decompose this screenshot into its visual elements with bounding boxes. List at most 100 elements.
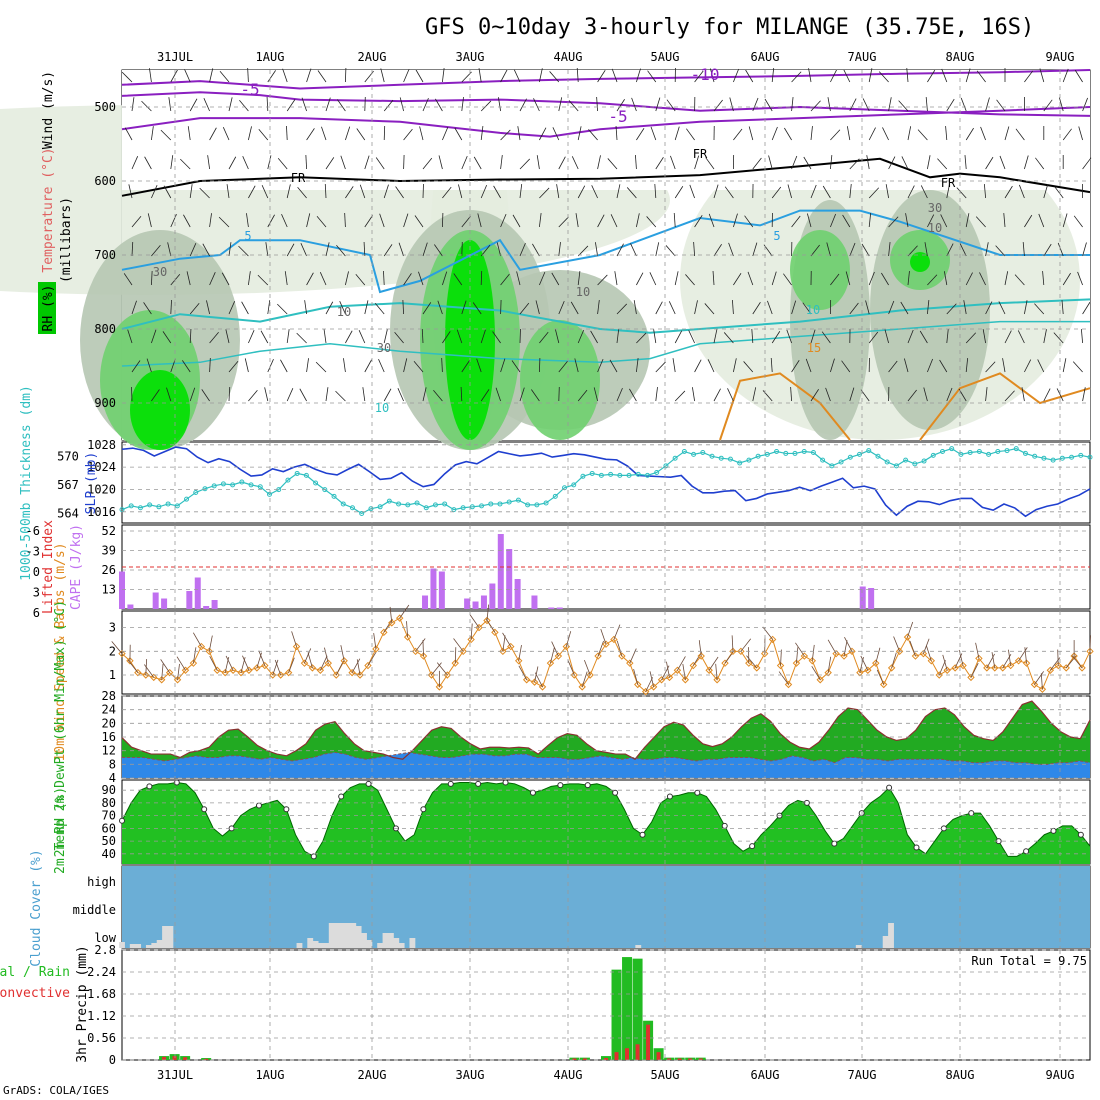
wind-barb	[985, 242, 989, 257]
wind-barb	[502, 632, 512, 647]
wind-speed-point	[348, 668, 356, 677]
wind-barb	[743, 361, 754, 373]
wind-barb	[442, 126, 449, 141]
thickness-point	[267, 491, 273, 497]
wind-barb	[646, 216, 657, 228]
wind-barb	[597, 214, 605, 228]
wind-barb	[485, 618, 496, 633]
wind-barb	[1082, 387, 1086, 402]
wind-speed-point	[911, 652, 920, 660]
wind-speed-point	[1030, 680, 1039, 689]
rh-point	[201, 806, 208, 813]
wind-barb	[771, 271, 777, 286]
wind-barb	[422, 157, 433, 170]
wind-barb	[434, 244, 443, 257]
wind-barb	[1037, 359, 1045, 373]
wind-barb	[655, 157, 664, 170]
wind-barb	[307, 652, 313, 669]
wind-barb	[272, 659, 279, 676]
cloud-background	[122, 866, 1090, 948]
wind-speed-point	[697, 652, 705, 660]
wind-barb	[610, 214, 618, 228]
thickness-point	[405, 502, 411, 508]
wind-barb	[597, 640, 604, 657]
top-day-tick-label: 4AUG	[554, 50, 583, 64]
wind-barb	[209, 127, 217, 141]
wind-speed-point	[411, 647, 420, 656]
low-cloud-bar	[398, 943, 405, 948]
wind-barb	[995, 245, 1006, 257]
wind-barb	[1021, 387, 1025, 402]
grid-lines	[122, 70, 1090, 1061]
wind-barb	[477, 213, 482, 228]
wind-barb	[1008, 649, 1012, 666]
wind-speed-point	[618, 652, 626, 660]
wind-barb	[645, 677, 654, 692]
wind-barb	[500, 358, 506, 373]
wind-speed-point	[999, 664, 1007, 672]
wind-barb	[771, 126, 778, 141]
wind-barb	[539, 213, 542, 228]
wind-barb	[830, 69, 838, 83]
wind-barb	[325, 97, 331, 112]
wind-speed-point	[372, 645, 380, 653]
wind-barb	[493, 185, 501, 199]
wind-barb	[704, 303, 715, 315]
wind-barb	[151, 270, 153, 286]
plus5-contour	[121, 209, 1090, 294]
wind-barb	[946, 387, 953, 402]
wind-barb	[965, 68, 971, 83]
slp-line	[121, 446, 1091, 518]
chart-labels: 31JUL 1AUG 2AUG 3AUG 4AUG 5AUG 6AUG 7AUG 8AUG 9AU…	[0, 50, 1087, 1082]
wind-barb	[248, 330, 255, 344]
thickness-point	[829, 463, 835, 469]
wind-barb	[983, 184, 986, 199]
wind-barb	[163, 185, 172, 199]
wind-barb	[317, 70, 327, 83]
bottom-day-tick-label: 4AUG	[554, 1068, 583, 1082]
wind-barb	[209, 213, 212, 228]
wind-speed-point	[729, 647, 737, 656]
wind-barb	[550, 647, 555, 664]
bottom-day-tick-label: 7AUG	[848, 1068, 877, 1082]
wind-speed-line	[121, 617, 1091, 693]
wind-speed-point	[340, 657, 348, 665]
wind-barb	[985, 156, 994, 170]
wind-barb	[180, 158, 191, 170]
wind-barb	[925, 97, 928, 112]
wind-barb	[694, 70, 704, 83]
cape-bar	[438, 571, 445, 609]
wind-barb	[672, 358, 676, 373]
cape-axis-label: CAPE (J/kg)	[69, 524, 84, 610]
wind-barb	[593, 387, 598, 402]
wind-barb	[1065, 655, 1077, 669]
cape-tick-label: 26	[102, 563, 116, 577]
wind-barb	[436, 662, 448, 676]
wind-barb	[264, 387, 269, 402]
wind-barb	[558, 97, 563, 112]
rh-axis-label: RH (%)	[41, 285, 56, 332]
thickness-point	[156, 504, 162, 510]
wind-barb	[927, 358, 934, 373]
wind-barb	[888, 360, 898, 373]
wind-barb	[267, 359, 274, 373]
wind-barb	[551, 641, 559, 657]
contour-label: -5	[240, 80, 259, 99]
wind-barb	[584, 659, 591, 676]
wind-barb	[151, 126, 154, 141]
rh-point	[502, 779, 509, 786]
bottom-day-tick-label: 8AUG	[946, 1068, 975, 1082]
wind-barb	[830, 129, 841, 141]
low-cloud-bar	[882, 936, 889, 948]
wind-barb	[1053, 332, 1064, 344]
thickness-point	[349, 505, 355, 511]
rh-shade	[520, 320, 600, 440]
wind-barb	[286, 125, 288, 141]
wind-barb	[186, 271, 191, 286]
wind-barb	[827, 97, 831, 112]
wind-barb	[267, 70, 276, 83]
wind-barb	[694, 155, 700, 170]
wind-barb	[558, 156, 566, 170]
low-cloud-bar	[323, 943, 330, 948]
wind-barb	[1057, 649, 1059, 666]
